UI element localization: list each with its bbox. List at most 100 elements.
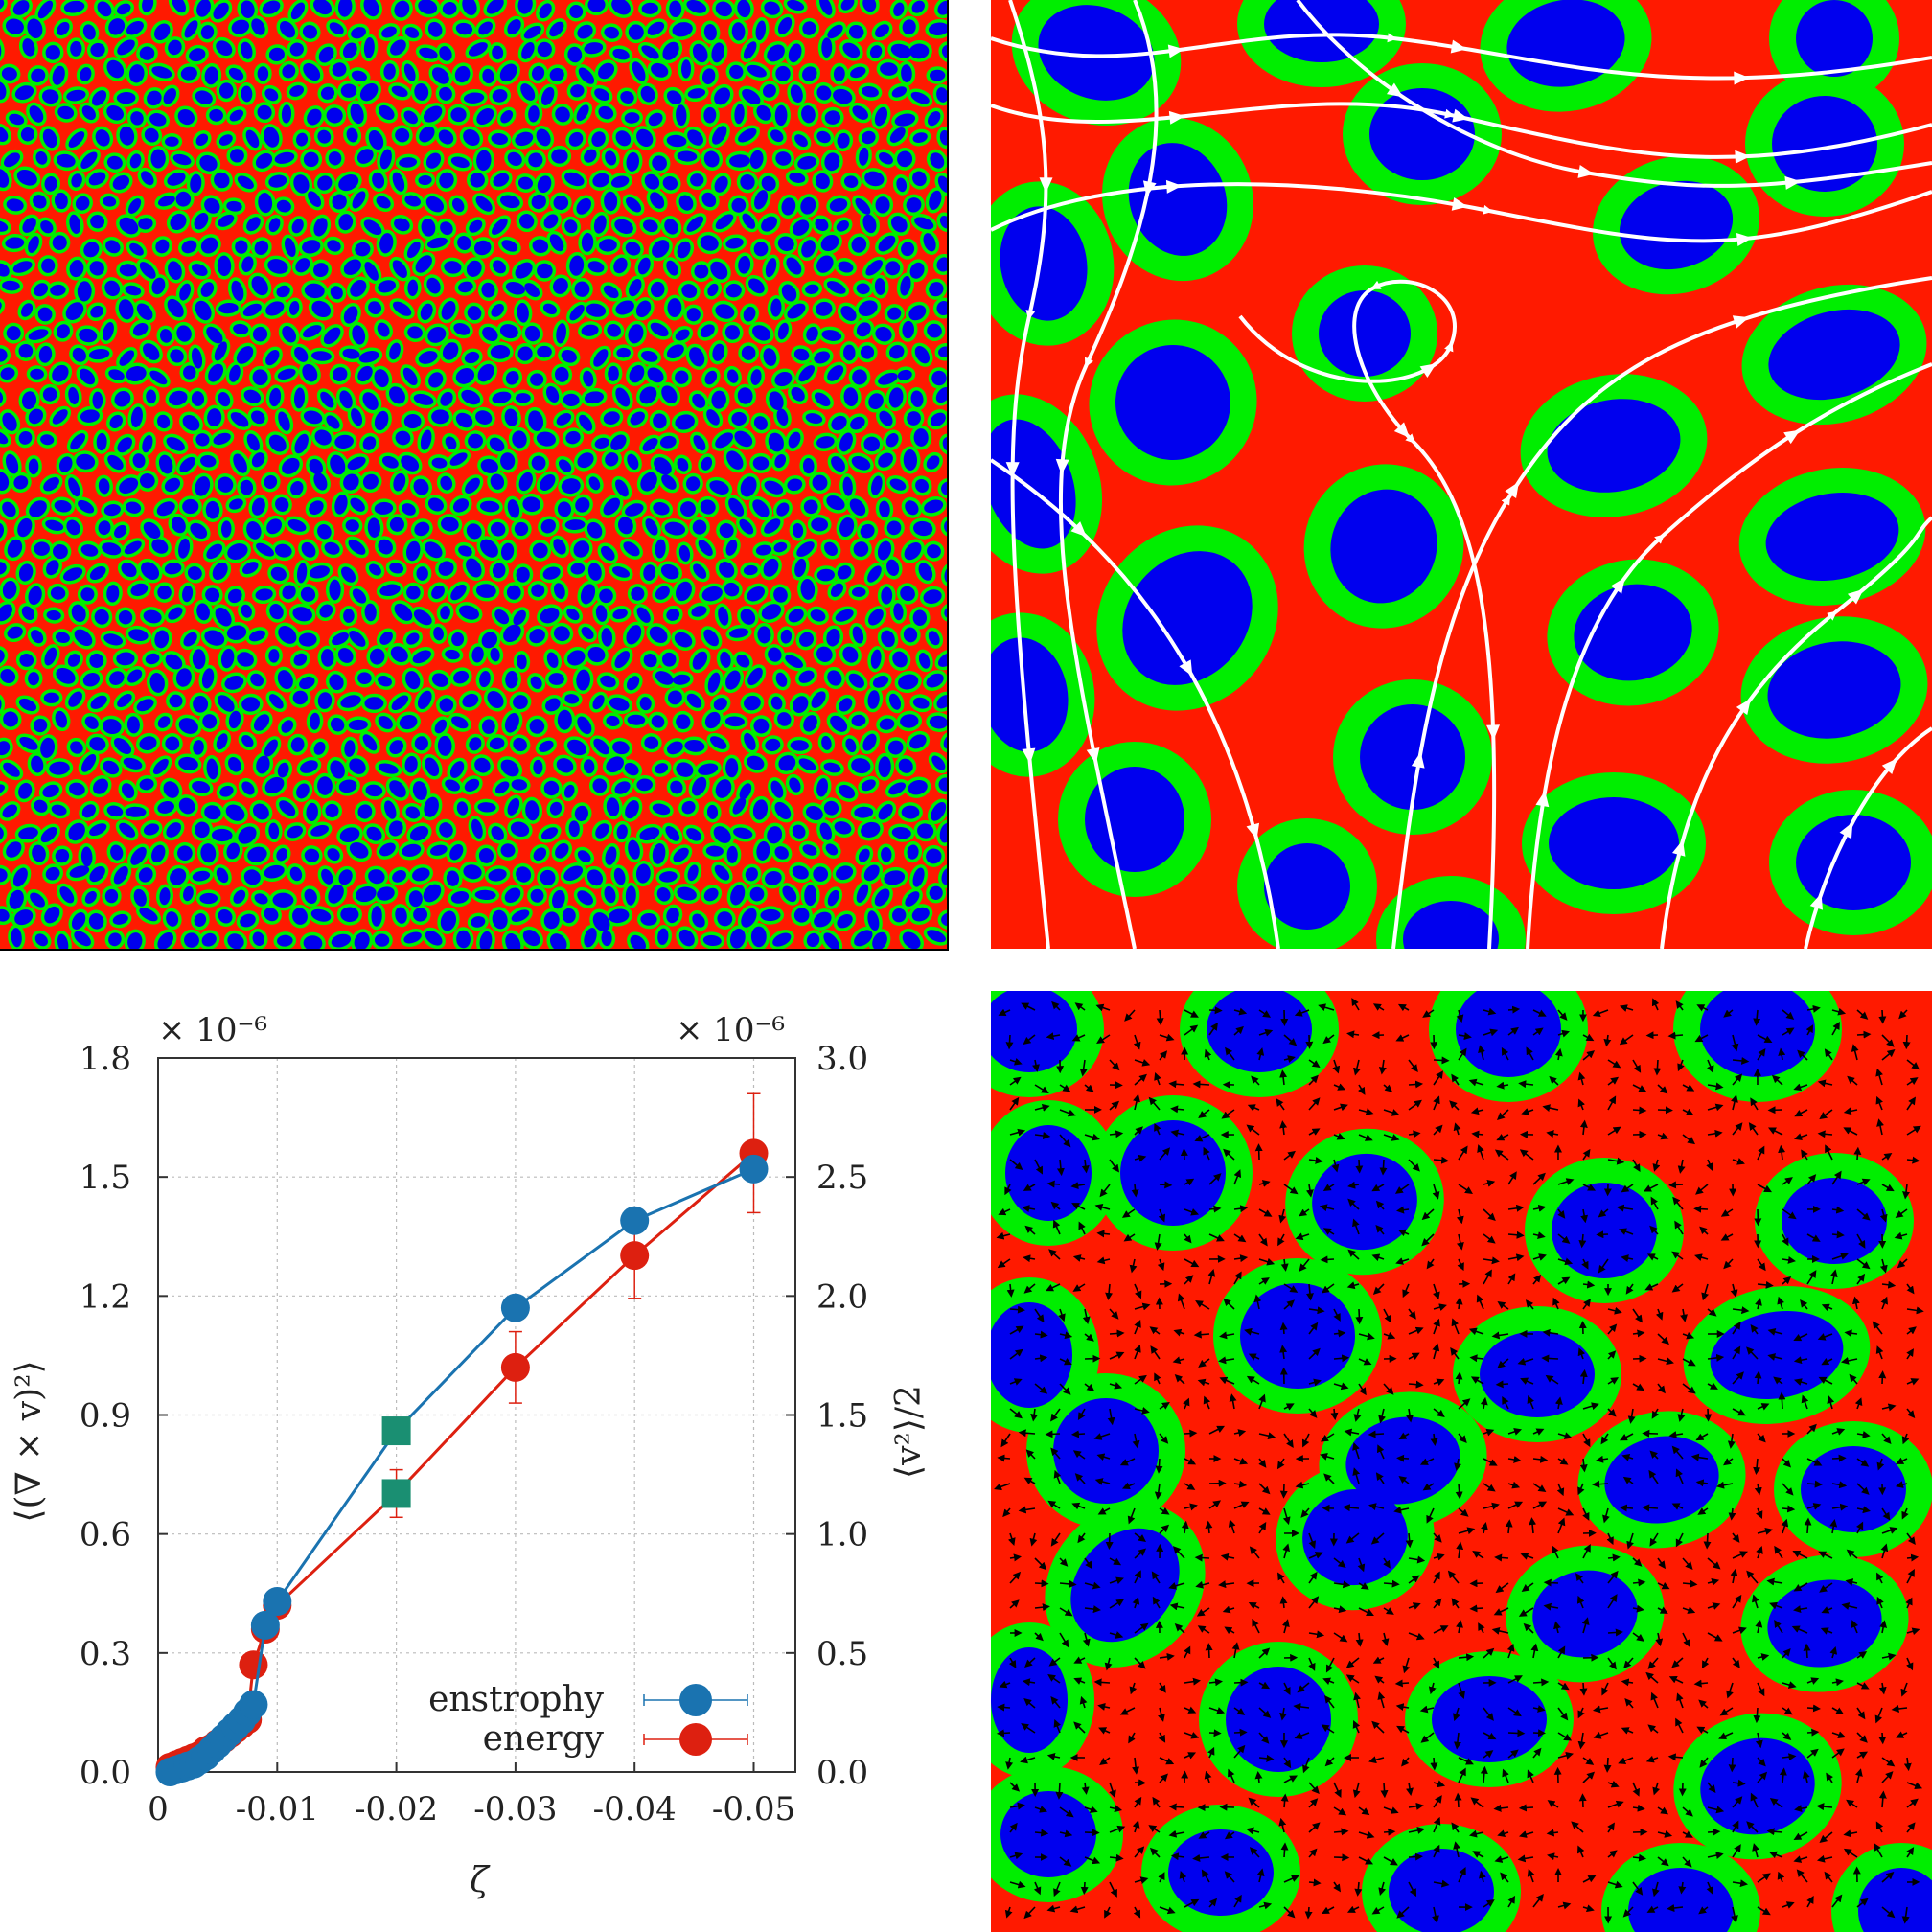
velocity-arrow: [1383, 1828, 1396, 1836]
left-multiplier: × 10⁻⁶: [158, 1011, 267, 1049]
droplet-shell: [937, 477, 947, 499]
velocity-arrow: [1184, 1429, 1198, 1438]
velocity-arrow: [1383, 1579, 1400, 1588]
velocity-arrow: [1582, 1280, 1596, 1289]
velocity-arrow: [1034, 1828, 1049, 1837]
velocity-arrow: [1753, 1707, 1761, 1724]
velocity-arrow: [1233, 1678, 1249, 1687]
left-tick-label: 1.2: [80, 1277, 131, 1316]
droplet-core: [1796, 815, 1911, 910]
right-tick-label: 1.5: [816, 1397, 868, 1436]
velocity-arrow: [1657, 1106, 1673, 1115]
velocity-arrow: [1408, 1380, 1424, 1389]
x-axis-label: ζ: [470, 1861, 491, 1900]
droplet-core: [1369, 88, 1475, 180]
velocity-field-panel: [991, 991, 1932, 1932]
velocity-arrow: [1333, 1329, 1346, 1338]
velocity-arrow: [997, 1703, 1011, 1712]
velocity-arrow: [1455, 1483, 1463, 1500]
velocity-arrow: [1653, 1059, 1662, 1076]
velocity-arrow: [1632, 1578, 1646, 1587]
velocity-arrow: [1806, 1728, 1820, 1736]
velocity-arrow: [1433, 1056, 1450, 1065]
droplet-core: [1801, 1446, 1906, 1532]
velocity-arrow: [1333, 1354, 1350, 1363]
velocity-arrow: [1168, 1803, 1185, 1811]
droplet-shell: [940, 515, 947, 538]
velocity-arrow: [1045, 1430, 1061, 1438]
velocity-arrow: [1006, 1283, 1015, 1298]
velocity-arrow: [1355, 1159, 1364, 1174]
velocity-arrow: [1803, 1643, 1811, 1659]
velocity-arrow: [1355, 1632, 1364, 1647]
droplet-core: [1432, 1676, 1547, 1762]
velocity-arrow: [1541, 1354, 1559, 1363]
droplet-core: [1549, 797, 1679, 889]
velocity-arrow: [1205, 1643, 1213, 1659]
right-tick-label: 0.5: [816, 1635, 868, 1673]
velocity-arrow: [1806, 1704, 1821, 1713]
velocity-arrow: [1333, 1853, 1350, 1862]
velocity-arrow: [1782, 1505, 1796, 1513]
velocity-arrow: [1619, 1504, 1634, 1512]
x-tick-label: -0.02: [355, 1790, 438, 1828]
velocity-arrow: [1405, 1532, 1414, 1549]
droplet-core: [725, 758, 739, 778]
left-tick-label: 0.3: [80, 1635, 131, 1673]
droplet-shell: [0, 344, 12, 366]
velocity-arrow: [1532, 1678, 1550, 1687]
velocity-arrow: [1009, 1305, 1025, 1314]
velocity-arrow: [1632, 1106, 1647, 1115]
velocity-arrow: [1543, 1578, 1559, 1587]
droplet-core: [329, 579, 341, 601]
velocity-arrow: [1603, 1757, 1612, 1773]
velocity-arrow: [1831, 1230, 1845, 1239]
right-tick-label: 0.0: [816, 1754, 868, 1792]
velocity-arrow: [1394, 1679, 1410, 1688]
velocity-arrow: [1368, 1430, 1385, 1438]
left-tick-label: 1.8: [80, 1040, 131, 1078]
pattern-overview-panel: [0, 0, 949, 951]
droplet-core: [1796, 0, 1873, 77]
velocity-arrow: [1304, 1906, 1313, 1920]
velocity-arrow: [1579, 1682, 1588, 1696]
velocity-arrow: [1205, 1520, 1213, 1534]
droplet-core: [1480, 1331, 1595, 1417]
pattern-overview-image: [0, 0, 947, 949]
right-tick-label: 2.5: [816, 1159, 868, 1197]
velocity-arrow: [1454, 1792, 1462, 1808]
velocity-arrow: [1728, 1757, 1736, 1773]
droplet-core: [533, 759, 543, 775]
velocity-arrow: [1902, 1034, 1911, 1050]
velocity-arrow: [1469, 1604, 1484, 1613]
velocity-arrow: [1333, 1828, 1349, 1836]
velocity-arrow: [1728, 1507, 1736, 1521]
velocity-arrow: [1005, 1034, 1014, 1050]
droplet-core: [1264, 843, 1350, 930]
velocity-arrow: [1070, 1430, 1086, 1438]
velocity-arrow: [1156, 1009, 1164, 1026]
velocity-arrow: [1408, 1080, 1424, 1089]
velocity-arrow: [1607, 1553, 1621, 1562]
velocity-arrow: [1254, 1770, 1263, 1783]
velocity-arrow: [1330, 1408, 1339, 1421]
droplet-core: [325, 803, 339, 818]
droplet-core: [750, 926, 767, 948]
velocity-arrow: [1170, 1105, 1185, 1114]
droplet-core: [1168, 1829, 1274, 1916]
velocity-arrow: [1703, 1532, 1712, 1550]
velocity-arrow: [1853, 1146, 1862, 1161]
droplet-shell: [0, 0, 8, 14]
droplet-core: [229, 149, 244, 163]
velocity-arrow: [1507, 1005, 1521, 1014]
velocity-arrow: [1355, 1308, 1364, 1325]
x-tick-label: -0.03: [473, 1790, 557, 1828]
droplet-core: [257, 66, 269, 81]
velocity-arrow: [1668, 1031, 1684, 1040]
left-tick-label: 1.5: [80, 1159, 131, 1197]
droplet-core: [1000, 1791, 1096, 1877]
velocity-arrow: [1495, 1380, 1509, 1389]
velocity-arrow: [1507, 1729, 1526, 1737]
left-tick-label: 0.6: [80, 1516, 131, 1554]
velocity-arrow: [1518, 1804, 1534, 1812]
